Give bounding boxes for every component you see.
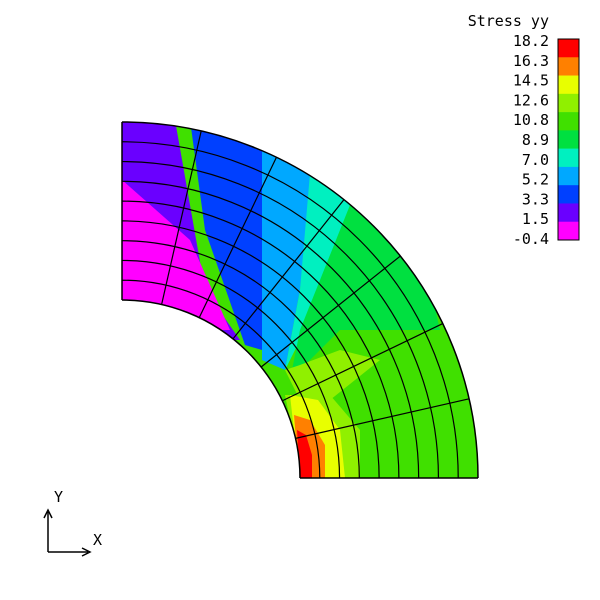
mesh-arc [121,121,479,479]
mesh-arc [121,200,400,479]
contour-band-cyan [285,150,365,370]
legend-values: 18.2 16.3 14.512.6 10.8 8.9 7.0 5.23.3 1.5 -0.4 [513,32,549,248]
mesh-arc [121,160,440,479]
y-arrow-icon [43,508,53,519]
contour-band-magenta [122,180,230,330]
y-axis-label: Y [54,488,63,506]
legend-swatch [558,148,579,168]
contour-fill [122,122,478,478]
mesh-radial-line [295,398,470,439]
legend-swatch [558,130,579,149]
legend-swatch [558,75,579,95]
mesh-radial-line [198,156,278,318]
mesh-radial-line [282,322,444,402]
mesh-arc [121,180,420,479]
legend-swatch [558,39,579,58]
legend-swatch [558,203,579,223]
legend-value: 3.3 [522,190,549,208]
mesh-arc [121,299,301,479]
legend-value: 14.5 [513,72,549,90]
contour-band-red [297,430,312,478]
legend-swatch [558,185,579,204]
x-arrow-icon [81,547,92,557]
legend-value: -0.4 [513,230,549,248]
legend-value: 18.2 [513,32,549,50]
legend-value: 12.6 [513,91,549,109]
legend-value: 16.3 [513,52,549,70]
x-axis-label: X [93,531,102,549]
mesh-arc [121,141,459,479]
legend-value: 5.2 [522,171,549,189]
legend-value: 8.9 [522,131,549,149]
legend: Stress yy 18.2 16.3 14.512.6 10.8 8.9 7.0 5.23… [468,12,580,248]
mesh-arc [121,220,380,479]
legend-value: 7.0 [522,151,549,169]
legend-colorbar [558,39,579,241]
contour-plot [121,121,479,479]
mesh-lines [121,121,479,479]
legend-swatch [558,57,579,76]
legend-swatch [558,166,579,186]
legend-value: 10.8 [513,111,549,129]
mesh-radial-line [232,199,345,340]
legend-title: Stress yy [468,12,549,30]
mesh-radial-line [161,130,202,305]
legend-swatch [558,112,579,131]
axis-triad: Y X [43,488,102,557]
contour-band-blue [190,122,265,350]
mesh-radial-line [260,255,401,368]
legend-colorbar-border [557,38,580,241]
legend-swatch [558,93,579,113]
legend-value: 1.5 [522,210,549,228]
contour-band-lightblue [262,122,315,370]
legend-swatch [558,221,579,241]
